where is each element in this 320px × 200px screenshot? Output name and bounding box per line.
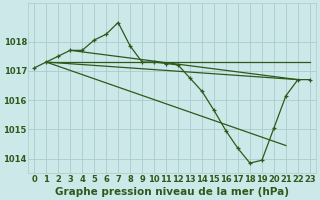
X-axis label: Graphe pression niveau de la mer (hPa): Graphe pression niveau de la mer (hPa) <box>55 187 289 197</box>
